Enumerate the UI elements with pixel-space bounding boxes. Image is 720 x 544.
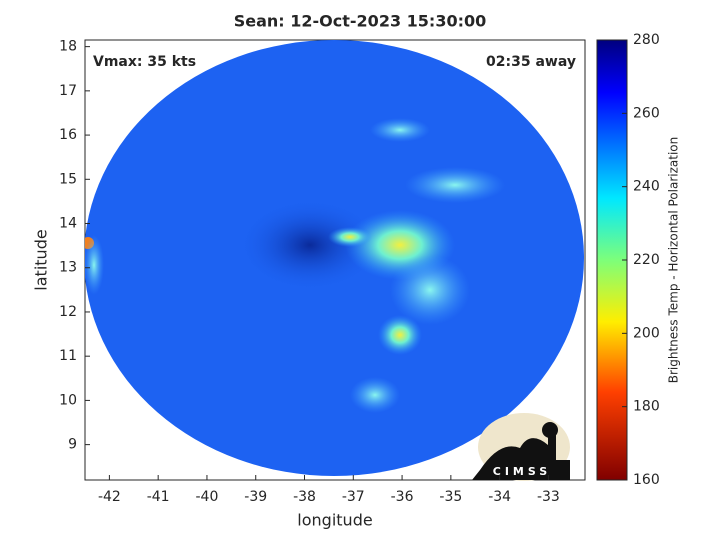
colorbar-tick-label: 180 xyxy=(633,399,660,415)
cyan-feature xyxy=(370,118,430,142)
x-tick-label: -34 xyxy=(488,489,511,505)
cyan-feature xyxy=(390,255,470,325)
y-tick-label: 14 xyxy=(59,216,77,232)
y-tick-label: 12 xyxy=(59,304,77,320)
logo-text: CIMSS xyxy=(493,465,551,478)
colorbar-tick-label: 200 xyxy=(633,325,660,341)
colorbar-tick-label: 260 xyxy=(633,105,660,121)
x-tick-label: -37 xyxy=(342,489,365,505)
y-tick-label: 13 xyxy=(59,260,77,276)
cold-core xyxy=(240,200,380,290)
warm-feature xyxy=(328,227,372,247)
y-tick-label: 15 xyxy=(59,171,77,187)
edge-feature xyxy=(85,235,104,295)
x-tick-label: -33 xyxy=(537,489,560,505)
x-tick-label: -40 xyxy=(196,489,219,505)
y-tick-label: 18 xyxy=(59,39,77,55)
y-tick-label: 9 xyxy=(68,437,77,453)
colorbar-tick-label: 220 xyxy=(633,252,660,268)
colorbar-label: Brightness Temp - Horizontal Polarizatio… xyxy=(667,137,681,384)
y-tick-label: 17 xyxy=(59,83,77,99)
chart-title: Sean: 12-Oct-2023 15:30:00 xyxy=(234,12,487,31)
cimss-logo: CIMSS xyxy=(472,413,570,481)
swath xyxy=(85,40,584,476)
x-tick-label: -35 xyxy=(439,489,462,505)
cyan-feature xyxy=(405,167,505,203)
y-tick-label: 10 xyxy=(59,392,77,408)
warm-feature xyxy=(378,315,422,355)
y-tick-label: 16 xyxy=(59,127,77,143)
x-tick-label: -39 xyxy=(244,489,267,505)
x-tick-label: -36 xyxy=(391,489,414,505)
colorbar-tick-label: 280 xyxy=(633,32,660,48)
colorbar-tick-label: 160 xyxy=(633,472,660,488)
cyan-feature xyxy=(350,377,400,413)
x-tick-label: -38 xyxy=(293,489,316,505)
y-tick-label: 11 xyxy=(59,348,77,364)
x-tick-label: -42 xyxy=(98,489,121,505)
y-axis-label: latitude xyxy=(32,229,51,290)
annotation: 02:35 away xyxy=(486,54,576,70)
colorbar-tick-label: 240 xyxy=(633,179,660,195)
annotation: Vmax: 35 kts xyxy=(93,54,196,70)
x-tick-label: -41 xyxy=(147,489,170,505)
x-axis-label: longitude xyxy=(297,511,372,530)
